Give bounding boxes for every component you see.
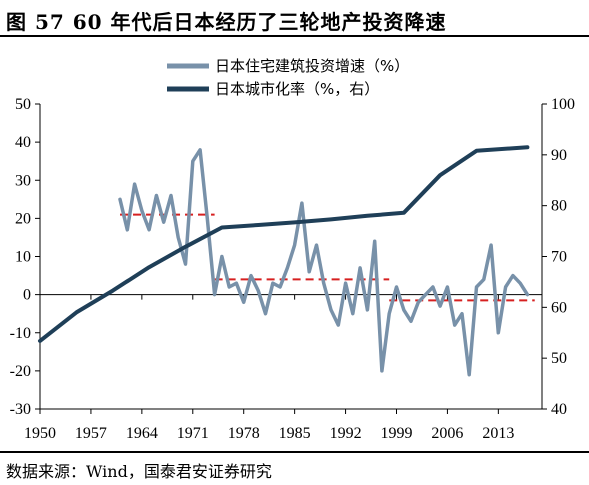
y-right-tick-label: 50 xyxy=(551,350,567,367)
legend-label-housing-investment: 日本住宅建筑投资增速（%） xyxy=(215,57,409,75)
top-rule xyxy=(0,35,589,37)
y-right-tick-label: 80 xyxy=(551,198,567,215)
reference-lines xyxy=(120,213,535,302)
y-left-tick-label: -10 xyxy=(10,325,31,342)
series-line-urbanization xyxy=(38,145,530,343)
y-left-tick-label: -20 xyxy=(10,363,31,380)
x-tick-label: 1957 xyxy=(75,425,107,442)
source-note: 数据来源：Wind，国泰君安证券研究 xyxy=(6,462,272,481)
y-right-tick-label: 60 xyxy=(551,299,567,316)
x-tick-label: 1964 xyxy=(126,425,158,442)
y-right-tick-label: 90 xyxy=(551,147,567,164)
chart-axes: -30 -20 -10 0 10 20 30 40 50 40 50 60 70 80 90 100 1950 1… xyxy=(10,96,575,442)
y-left-tick-label: 30 xyxy=(15,172,31,189)
x-tick-label: 1971 xyxy=(177,425,209,442)
series-line-housing-investment xyxy=(118,148,530,377)
x-tick-label: 2013 xyxy=(482,425,514,442)
y-left-tick-label: 10 xyxy=(15,249,31,266)
x-tick-label: 1978 xyxy=(228,425,260,442)
x-tick-label: 1950 xyxy=(24,425,56,442)
chart: -30 -20 -10 0 10 20 30 40 50 40 50 60 70 80 90 100 1950 1… xyxy=(10,57,575,442)
x-tick-label: 1992 xyxy=(330,425,362,442)
x-tick-label: 1999 xyxy=(380,425,412,442)
chart-series xyxy=(38,145,530,377)
y-right-tick-label: 70 xyxy=(551,249,567,266)
legend-label-urbanization: 日本城市化率（%，右） xyxy=(215,80,379,98)
y-right-tick-label: 100 xyxy=(551,96,575,113)
chart-legend: 日本住宅建筑投资增速（%） 日本城市化率（%，右） xyxy=(167,57,409,98)
y-right-tick-label: 40 xyxy=(551,401,567,418)
x-tick-label: 1985 xyxy=(279,425,311,442)
y-left-tick-label: 50 xyxy=(15,96,31,113)
y-left-tick-label: 0 xyxy=(23,287,31,304)
y-left-tick-label: 20 xyxy=(15,210,31,227)
bottom-rule xyxy=(0,451,589,453)
y-left-tick-label: 40 xyxy=(15,134,31,151)
page-title: 图 57 60 年代后日本经历了三轮地产投资降速 xyxy=(6,10,447,34)
y-left-tick-label: -30 xyxy=(10,401,31,418)
x-tick-label: 2006 xyxy=(431,425,463,442)
